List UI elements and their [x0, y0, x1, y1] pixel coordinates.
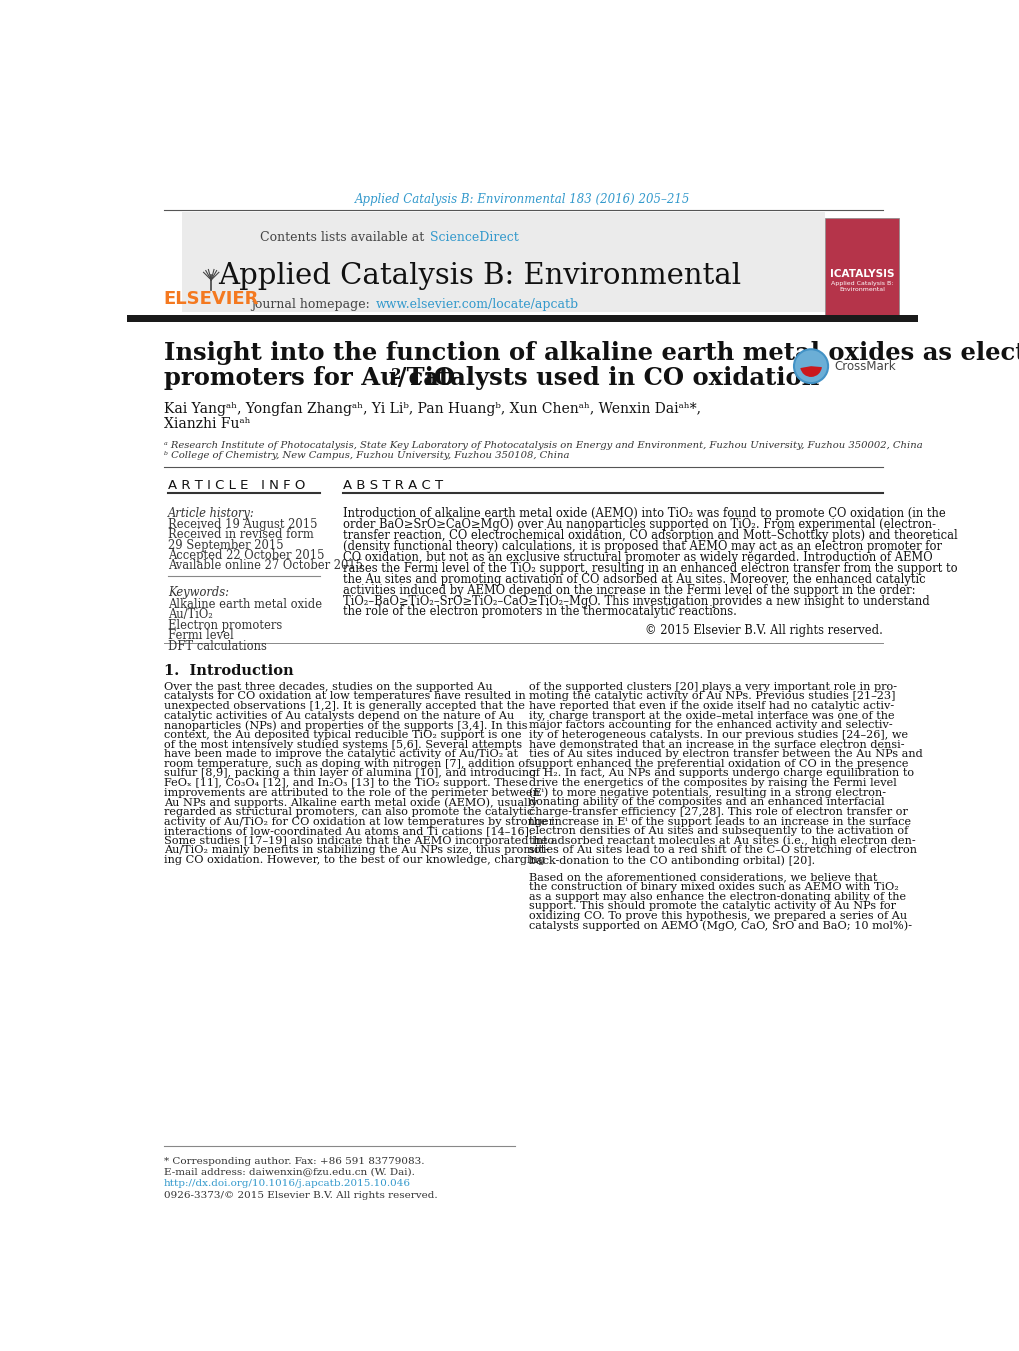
- Text: Some studies [17–19] also indicate that the AEMO incorporated into: Some studies [17–19] also indicate that …: [164, 836, 553, 846]
- Text: support. This should promote the catalytic activity of Au NPs for: support. This should promote the catalyt…: [529, 901, 895, 912]
- Text: Received in revised form: Received in revised form: [168, 528, 313, 542]
- Text: ScienceDirect: ScienceDirect: [429, 231, 518, 245]
- Text: the construction of binary mixed oxides such as AEMO with TiO₂: the construction of binary mixed oxides …: [529, 882, 898, 892]
- Text: Alkaline earth metal oxide: Alkaline earth metal oxide: [168, 598, 322, 611]
- Text: (density functional theory) calculations, it is proposed that AEMO may act as an: (density functional theory) calculations…: [342, 540, 941, 553]
- Text: Insight into the function of alkaline earth metal oxides as electron: Insight into the function of alkaline ea…: [164, 340, 1019, 365]
- Text: Kai Yangᵃʰ, Yongfan Zhangᵃʰ, Yi Liᵇ, Pan Huangᵇ, Xun Chenᵃʰ, Wenxin Daiᵃʰ*,: Kai Yangᵃʰ, Yongfan Zhangᵃʰ, Yi Liᵇ, Pan…: [164, 401, 700, 416]
- Text: ICATALYSIS: ICATALYSIS: [829, 269, 894, 278]
- Text: Keywords:: Keywords:: [168, 586, 228, 600]
- Bar: [127, 315, 917, 323]
- Text: E-mail address: daiwenxin@fzu.edu.cn (W. Dai).: E-mail address: daiwenxin@fzu.edu.cn (W.…: [164, 1167, 415, 1177]
- Text: Article history:: Article history:: [168, 507, 255, 520]
- Text: of the supported clusters [20] plays a very important role in pro-: of the supported clusters [20] plays a v…: [529, 682, 896, 692]
- Text: A B S T R A C T: A B S T R A C T: [342, 480, 442, 492]
- Text: Applied Catalysis B: Environmental 183 (2016) 205–215: Applied Catalysis B: Environmental 183 (…: [355, 193, 690, 205]
- Text: Fermi level: Fermi level: [168, 630, 233, 642]
- Text: improvements are attributed to the role of the perimeter between: improvements are attributed to the role …: [164, 788, 539, 797]
- Text: DFT calculations: DFT calculations: [168, 639, 266, 653]
- Text: major factors accounting for the enhanced activity and selectiv-: major factors accounting for the enhance…: [529, 720, 892, 731]
- Text: sities of Au sites lead to a red shift of the C–O stretching of electron: sities of Au sites lead to a red shift o…: [529, 846, 916, 855]
- Text: Accepted 22 October 2015: Accepted 22 October 2015: [168, 549, 324, 562]
- Text: 0926-3373/© 2015 Elsevier B.V. All rights reserved.: 0926-3373/© 2015 Elsevier B.V. All right…: [164, 1190, 437, 1200]
- Text: ity, charge transport at the oxide–metal interface was one of the: ity, charge transport at the oxide–metal…: [529, 711, 894, 720]
- Text: Over the past three decades, studies on the supported Au: Over the past three decades, studies on …: [164, 682, 492, 692]
- Text: the increase in Eⁱ of the support leads to an increase in the surface: the increase in Eⁱ of the support leads …: [529, 816, 910, 827]
- Text: catalytic activities of Au catalysts depend on the nature of Au: catalytic activities of Au catalysts dep…: [164, 711, 514, 720]
- Text: 29 September 2015: 29 September 2015: [168, 539, 283, 551]
- Text: Environmental: Environmental: [839, 288, 884, 292]
- Text: Applied Catalysis B: Environmental: Applied Catalysis B: Environmental: [218, 262, 741, 290]
- Text: have demonstrated that an increase in the surface electron densi-: have demonstrated that an increase in th…: [529, 739, 904, 750]
- Text: the role of the electron promoters in the thermocatalytic reactions.: the role of the electron promoters in th…: [342, 605, 736, 619]
- Text: Xianzhi Fuᵃʰ: Xianzhi Fuᵃʰ: [164, 417, 251, 431]
- Wedge shape: [793, 349, 827, 384]
- Text: nanoparticles (NPs) and properties of the supports [3,4]. In this: nanoparticles (NPs) and properties of th…: [164, 720, 527, 731]
- Text: CO oxidation, but not as an exclusive structural promoter as widely regarded. In: CO oxidation, but not as an exclusive st…: [342, 551, 931, 563]
- Text: support enhanced the preferential oxidation of CO in the presence: support enhanced the preferential oxidat…: [529, 759, 908, 769]
- Text: ties of Au sites induced by electron transfer between the Au NPs and: ties of Au sites induced by electron tra…: [529, 750, 922, 759]
- Text: transfer reaction, CO electrochemical oxidation, CO adsorption and Mott–Schottky: transfer reaction, CO electrochemical ox…: [342, 530, 957, 542]
- Text: Received 19 August 2015: Received 19 August 2015: [168, 517, 317, 531]
- Text: sulfur [8,9], packing a thin layer of alumina [10], and introducing: sulfur [8,9], packing a thin layer of al…: [164, 769, 536, 778]
- Text: catalysts supported on AEMO (MgO, CaO, SrO and BaO; 10 mol%)-: catalysts supported on AEMO (MgO, CaO, S…: [529, 920, 911, 931]
- Text: back-donation to the CO antibonding orbital) [20].: back-donation to the CO antibonding orbi…: [529, 855, 814, 866]
- Text: oxidizing CO. To prove this hypothesis, we prepared a series of Au: oxidizing CO. To prove this hypothesis, …: [529, 911, 906, 921]
- Text: ELSEVIER: ELSEVIER: [163, 290, 259, 308]
- Wedge shape: [800, 366, 821, 377]
- Text: interactions of low-coordinated Au atoms and Ti cations [14–16].: interactions of low-coordinated Au atoms…: [164, 827, 532, 836]
- Bar: [824, 218, 898, 316]
- Text: electron densities of Au sites and subsequently to the activation of: electron densities of Au sites and subse…: [529, 827, 907, 836]
- Text: Based on the aforementioned considerations, we believe that: Based on the aforementioned consideratio…: [529, 873, 876, 882]
- Text: Au/TiO₂: Au/TiO₂: [168, 608, 213, 621]
- Text: Au/TiO₂ mainly benefits in stabilizing the Au NPs size, thus promot-: Au/TiO₂ mainly benefits in stabilizing t…: [164, 846, 548, 855]
- Text: moting the catalytic activity of Au NPs. Previous studies [21–23]: moting the catalytic activity of Au NPs.…: [529, 692, 895, 701]
- Text: journal homepage:: journal homepage:: [251, 299, 374, 311]
- Text: have been made to improve the catalytic activity of Au/TiO₂ at: have been made to improve the catalytic …: [164, 750, 518, 759]
- Text: Introduction of alkaline earth metal oxide (AEMO) into TiO₂ was found to promote: Introduction of alkaline earth metal oxi…: [342, 507, 945, 520]
- Text: ity of heterogeneous catalysts. In our previous studies [24–26], we: ity of heterogeneous catalysts. In our p…: [529, 730, 907, 740]
- Text: www.elsevier.com/locate/apcatb: www.elsevier.com/locate/apcatb: [375, 299, 578, 311]
- Text: unexpected observations [1,2]. It is generally accepted that the: unexpected observations [1,2]. It is gen…: [164, 701, 525, 711]
- Text: * Corresponding author. Fax: +86 591 83779083.: * Corresponding author. Fax: +86 591 837…: [164, 1156, 424, 1166]
- Text: ᵇ College of Chemistry, New Campus, Fuzhou University, Fuzhou 350108, China: ᵇ College of Chemistry, New Campus, Fuzh…: [164, 451, 569, 459]
- Text: http://dx.doi.org/10.1016/j.apcatb.2015.10.046: http://dx.doi.org/10.1016/j.apcatb.2015.…: [164, 1179, 411, 1189]
- Text: Electron promoters: Electron promoters: [168, 619, 282, 632]
- Text: donating ability of the composites and an enhanced interfacial: donating ability of the composites and a…: [529, 797, 883, 808]
- Text: activity of Au/TiO₂ for CO oxidation at low temperatures by stronger: activity of Au/TiO₂ for CO oxidation at …: [164, 816, 553, 827]
- Text: 2: 2: [390, 369, 401, 382]
- Text: Au NPs and supports. Alkaline earth metal oxide (AEMO), usually: Au NPs and supports. Alkaline earth meta…: [164, 797, 537, 808]
- Text: catalysts for CO oxidation at low temperatures have resulted in: catalysts for CO oxidation at low temper…: [164, 692, 525, 701]
- Text: (Eⁱ) to more negative potentials, resulting in a strong electron-: (Eⁱ) to more negative potentials, result…: [529, 788, 886, 798]
- Text: promoters for Au/TiO: promoters for Au/TiO: [164, 366, 454, 389]
- Text: Applied Catalysis B:: Applied Catalysis B:: [830, 281, 893, 286]
- Text: A R T I C L E   I N F O: A R T I C L E I N F O: [168, 480, 305, 492]
- Text: order BaO≥SrO≥CaO≥MgO) over Au nanoparticles supported on TiO₂. From experimenta: order BaO≥SrO≥CaO≥MgO) over Au nanoparti…: [342, 517, 935, 531]
- Text: activities induced by AEMO depend on the increase in the Fermi level of the supp: activities induced by AEMO depend on the…: [342, 584, 915, 597]
- Text: drive the energetics of the composites by raising the Fermi level: drive the energetics of the composites b…: [529, 778, 896, 788]
- Text: of H₂. In fact, Au NPs and supports undergo charge equilibration to: of H₂. In fact, Au NPs and supports unde…: [529, 769, 913, 778]
- Text: catalysts used in CO oxidation: catalysts used in CO oxidation: [399, 366, 818, 389]
- Text: Contents lists available at: Contents lists available at: [260, 231, 428, 245]
- Text: have reported that even if the oxide itself had no catalytic activ-: have reported that even if the oxide its…: [529, 701, 894, 711]
- Text: as a support may also enhance the electron-donating ability of the: as a support may also enhance the electr…: [529, 892, 905, 901]
- Text: of the most intensively studied systems [5,6]. Several attempts: of the most intensively studied systems …: [164, 739, 522, 750]
- Text: raises the Fermi level of the TiO₂ support, resulting in an enhanced electron tr: raises the Fermi level of the TiO₂ suppo…: [342, 562, 957, 574]
- Bar: [181, 212, 824, 312]
- Text: ᵃ Research Institute of Photocatalysis, State Key Laboratory of Photocatalysis o: ᵃ Research Institute of Photocatalysis, …: [164, 440, 922, 450]
- Text: CrossMark: CrossMark: [834, 359, 895, 373]
- Text: charge-transfer efficiency [27,28]. This role of electron transfer or: charge-transfer efficiency [27,28]. This…: [529, 807, 907, 817]
- Text: regarded as structural promoters, can also promote the catalytic: regarded as structural promoters, can al…: [164, 807, 533, 817]
- Text: FeOₓ [11], Co₃O₄ [12], and In₂O₃ [13] to the TiO₂ support. These: FeOₓ [11], Co₃O₄ [12], and In₂O₃ [13] to…: [164, 778, 528, 788]
- Text: 1.  Introduction: 1. Introduction: [164, 665, 293, 678]
- Text: the Au sites and promoting activation of CO adsorbed at Au sites. Moreover, the : the Au sites and promoting activation of…: [342, 573, 924, 586]
- Text: Available online 27 October 2015: Available online 27 October 2015: [168, 559, 363, 573]
- Text: the adsorbed reactant molecules at Au sites (i.e., high electron den-: the adsorbed reactant molecules at Au si…: [529, 836, 915, 847]
- Text: room temperature, such as doping with nitrogen [7], addition of: room temperature, such as doping with ni…: [164, 759, 529, 769]
- Text: ing CO oxidation. However, to the best of our knowledge, charging: ing CO oxidation. However, to the best o…: [164, 855, 544, 865]
- Text: © 2015 Elsevier B.V. All rights reserved.: © 2015 Elsevier B.V. All rights reserved…: [645, 624, 882, 638]
- Text: context, the Au deposited typical reducible TiO₂ support is one: context, the Au deposited typical reduci…: [164, 730, 521, 740]
- Text: TiO₂–BaO≥TiO₂–SrO≥TiO₂–CaO≥TiO₂–MgO. This investigation provides a new insight t: TiO₂–BaO≥TiO₂–SrO≥TiO₂–CaO≥TiO₂–MgO. Thi…: [342, 594, 928, 608]
